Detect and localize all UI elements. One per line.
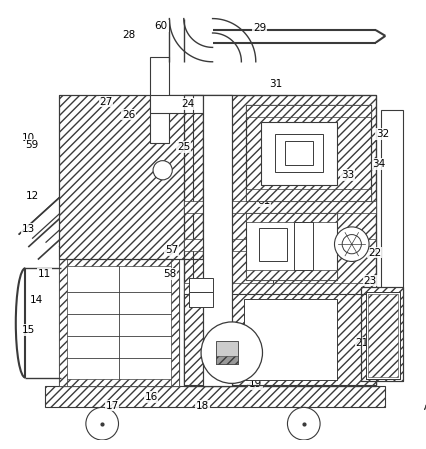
Bar bbox=[59, 259, 178, 266]
Text: 26: 26 bbox=[121, 110, 135, 119]
Text: 33: 33 bbox=[340, 170, 354, 180]
Bar bbox=[366, 292, 399, 379]
Text: 25: 25 bbox=[177, 142, 190, 152]
Bar bbox=[246, 212, 337, 222]
Bar bbox=[59, 259, 178, 386]
Text: 31: 31 bbox=[269, 79, 282, 89]
Text: A: A bbox=[423, 403, 426, 412]
Circle shape bbox=[287, 407, 320, 440]
Text: A: A bbox=[423, 403, 426, 412]
Text: 28: 28 bbox=[121, 30, 135, 40]
Bar bbox=[188, 292, 212, 307]
Bar bbox=[258, 228, 287, 261]
Text: 14: 14 bbox=[29, 295, 43, 305]
Bar bbox=[274, 134, 322, 172]
Text: 58: 58 bbox=[162, 269, 176, 279]
Bar bbox=[216, 357, 237, 364]
Text: 18: 18 bbox=[195, 401, 208, 410]
Text: A: A bbox=[423, 403, 426, 412]
Bar bbox=[59, 379, 178, 386]
Bar bbox=[360, 287, 402, 382]
Bar bbox=[246, 105, 370, 201]
Circle shape bbox=[334, 227, 368, 261]
Bar bbox=[183, 294, 375, 385]
Text: 15: 15 bbox=[21, 325, 35, 335]
Text: 19: 19 bbox=[248, 379, 262, 389]
Text: 32: 32 bbox=[375, 129, 389, 139]
Text: 27: 27 bbox=[99, 97, 112, 107]
Bar bbox=[246, 105, 370, 116]
Bar bbox=[202, 95, 231, 386]
Bar bbox=[216, 341, 237, 364]
Bar bbox=[183, 239, 375, 251]
Bar bbox=[171, 259, 178, 386]
Bar bbox=[244, 299, 337, 380]
Bar bbox=[246, 270, 337, 280]
Text: 16: 16 bbox=[144, 392, 157, 402]
Bar bbox=[418, 401, 426, 413]
Bar bbox=[202, 95, 231, 386]
Text: 61: 61 bbox=[256, 196, 270, 206]
Bar bbox=[183, 282, 375, 294]
Bar bbox=[246, 189, 370, 201]
Text: 30: 30 bbox=[213, 325, 227, 335]
Text: 34: 34 bbox=[371, 159, 384, 169]
Bar bbox=[150, 95, 202, 113]
Text: 35: 35 bbox=[340, 189, 354, 199]
Bar bbox=[188, 278, 212, 292]
Text: 13: 13 bbox=[21, 224, 35, 234]
Bar bbox=[183, 201, 375, 212]
Bar bbox=[294, 222, 313, 270]
Circle shape bbox=[201, 322, 262, 383]
Bar bbox=[44, 386, 385, 407]
Bar bbox=[366, 292, 399, 379]
Text: 20: 20 bbox=[289, 331, 302, 342]
Bar bbox=[246, 212, 337, 280]
Text: 17: 17 bbox=[105, 401, 118, 410]
Circle shape bbox=[153, 161, 172, 180]
Text: 12: 12 bbox=[26, 191, 39, 202]
Text: 57: 57 bbox=[164, 245, 178, 255]
Bar bbox=[260, 122, 337, 185]
Circle shape bbox=[86, 407, 118, 440]
Text: 22: 22 bbox=[367, 247, 380, 258]
Bar bbox=[59, 95, 202, 259]
Bar bbox=[183, 294, 375, 385]
Bar bbox=[183, 95, 375, 386]
Bar bbox=[367, 294, 397, 377]
Bar bbox=[59, 95, 202, 259]
Text: 10: 10 bbox=[21, 133, 35, 143]
Text: 21: 21 bbox=[355, 338, 368, 348]
Text: 23: 23 bbox=[363, 276, 376, 286]
Bar bbox=[360, 287, 402, 382]
Text: 60: 60 bbox=[154, 21, 167, 31]
Bar bbox=[150, 57, 169, 143]
Bar bbox=[183, 95, 375, 386]
Circle shape bbox=[341, 234, 360, 254]
Bar bbox=[284, 141, 313, 166]
Text: 24: 24 bbox=[181, 99, 194, 109]
Bar bbox=[59, 259, 66, 386]
Text: 29: 29 bbox=[253, 23, 266, 33]
Bar bbox=[202, 95, 231, 386]
Bar bbox=[246, 105, 370, 201]
Text: 59: 59 bbox=[26, 140, 39, 150]
Text: 11: 11 bbox=[38, 269, 51, 279]
Bar bbox=[380, 110, 402, 316]
